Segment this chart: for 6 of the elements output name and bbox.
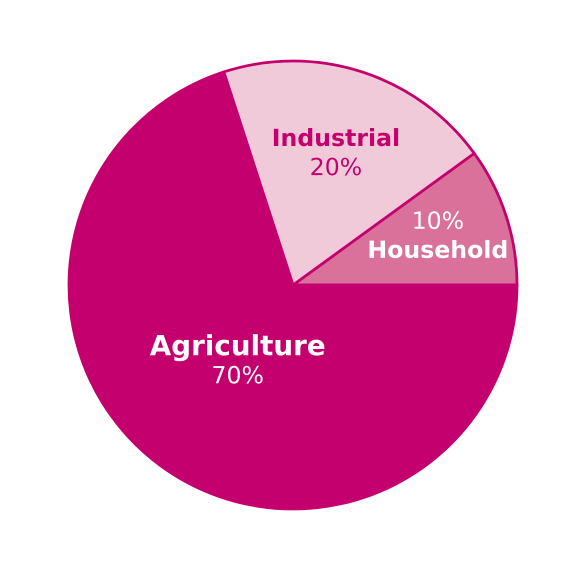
slice-label: Household: [370, 240, 506, 258]
data-label: 10%: [414, 211, 463, 230]
data-label: 70%: [213, 366, 263, 384]
slice-label: Agriculture: [150, 334, 324, 362]
data-label: 20%: [311, 158, 361, 176]
slice-label: Industrial: [274, 128, 398, 146]
